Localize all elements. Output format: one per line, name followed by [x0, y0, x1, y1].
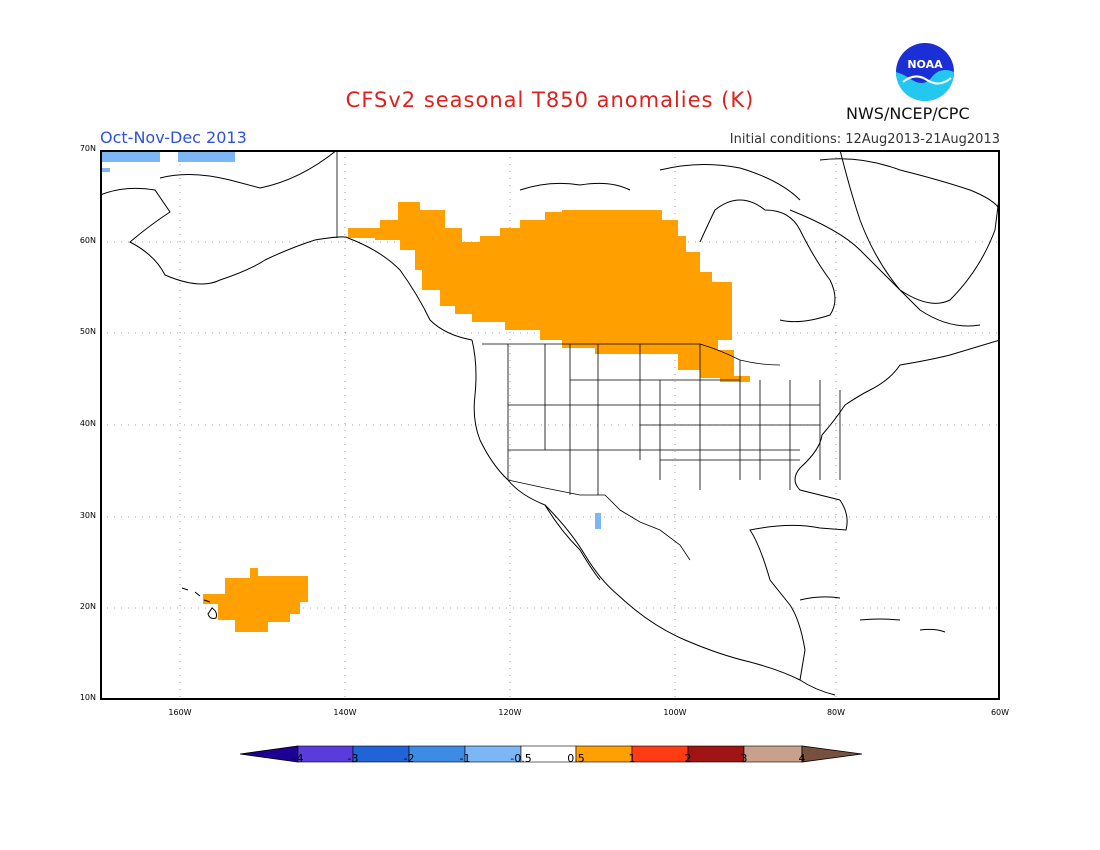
- lat-label-60n: 60N: [79, 236, 96, 245]
- cold-anomaly-southwest: [595, 513, 601, 529]
- lon-label-160w: 160W: [168, 708, 192, 717]
- lat-label-30n: 30N: [79, 511, 96, 520]
- coastlines: [100, 150, 1000, 696]
- lon-label-120w: 120W: [498, 708, 522, 717]
- colorbar-label: -3: [347, 752, 359, 765]
- initial-conditions: Initial conditions: 12Aug2013-21Aug2013: [729, 132, 1000, 147]
- colorbar-label: -2: [403, 752, 415, 765]
- season-period: Oct-Nov-Dec 2013: [100, 128, 247, 147]
- colorbar-label: 2: [684, 752, 692, 765]
- colorbar-label: -0.5: [510, 752, 532, 765]
- map-title: CFSv2 seasonal T850 anomalies (K): [345, 88, 755, 112]
- colorbar-label: 0.5: [567, 752, 585, 765]
- lon-label-60w: 60W: [990, 708, 1010, 717]
- borders: [336, 150, 841, 561]
- colorbar-label: 3: [740, 752, 748, 765]
- lat-label-10n: 10N: [79, 693, 96, 702]
- lon-label-100w: 100W: [663, 708, 687, 717]
- lat-label-70n: 70N: [79, 144, 96, 153]
- lat-label-40n: 40N: [79, 419, 96, 428]
- lat-label-20n: 20N: [79, 602, 96, 611]
- logo-text: NOAA: [907, 58, 943, 71]
- lon-label-80w: 80W: [826, 708, 846, 717]
- colorbar-label: 1: [628, 752, 636, 765]
- cold-anomaly-arctic: [100, 150, 235, 172]
- colorbar-label: -4: [292, 752, 304, 765]
- organization-label: NWS/NCEP/CPC: [846, 104, 970, 123]
- warm-anomaly-hawaii: [203, 568, 308, 632]
- colorbar-label: 4: [798, 752, 806, 765]
- noaa-logo-icon: NOAA: [896, 43, 954, 101]
- lat-label-50n: 50N: [79, 327, 96, 336]
- colorbar: [240, 745, 862, 763]
- anomaly-map: [100, 150, 1000, 700]
- warm-anomaly-canada: [348, 202, 750, 382]
- lon-label-140w: 140W: [333, 708, 357, 717]
- colorbar-label: -1: [459, 752, 471, 765]
